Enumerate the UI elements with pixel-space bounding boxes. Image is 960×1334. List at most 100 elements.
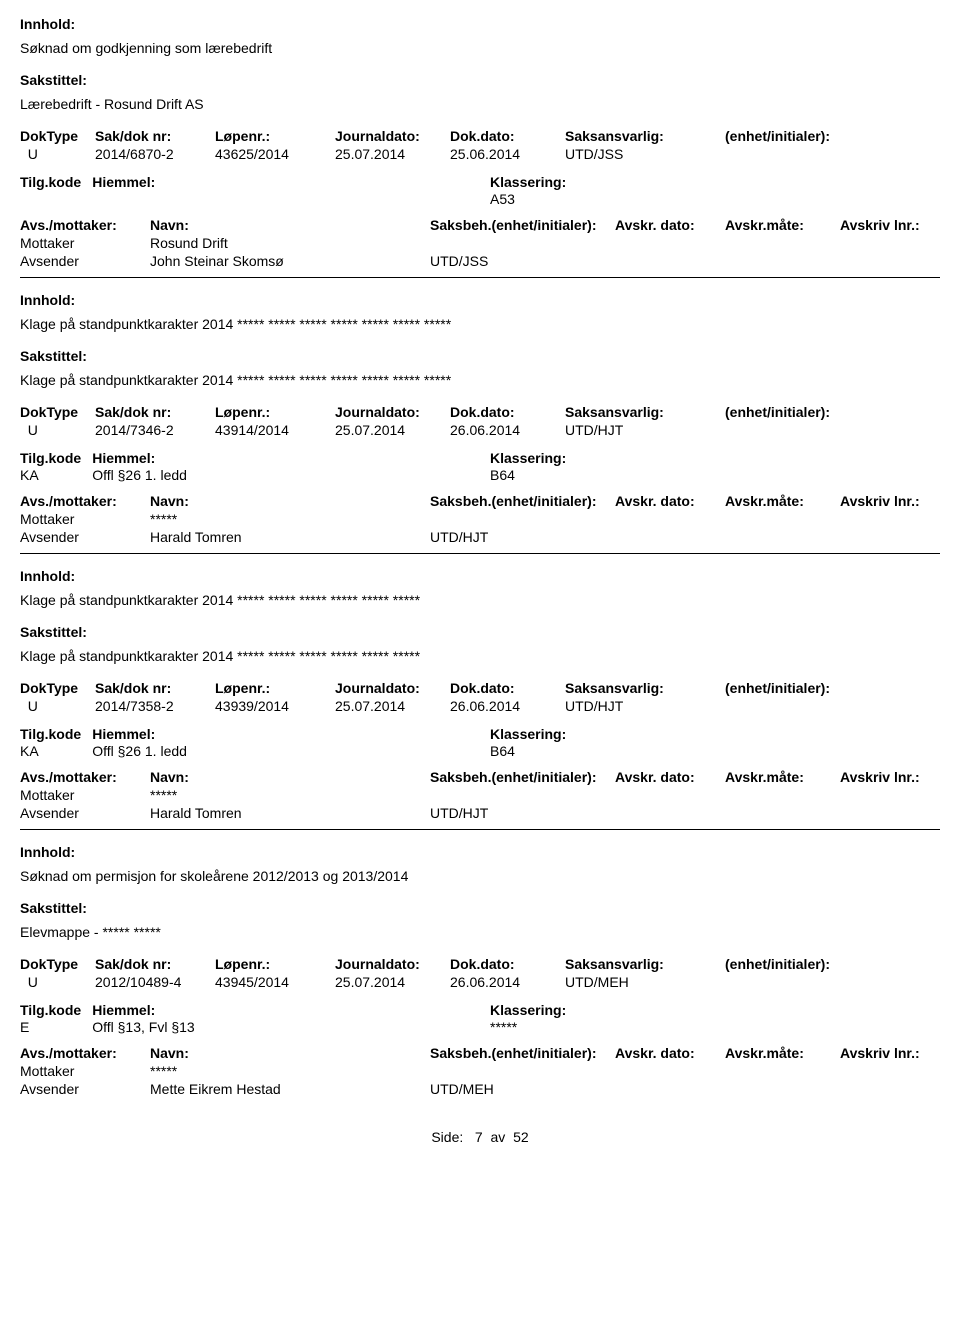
doktype-value: U xyxy=(20,698,95,714)
enhet-value xyxy=(725,422,905,438)
mottaker-navn: ***** xyxy=(150,1063,430,1079)
navn-label: Navn: xyxy=(150,769,430,785)
col-lopenr: Løpenr.: xyxy=(215,128,335,144)
avsender-navn: John Steinar Skomsø xyxy=(150,253,430,269)
avskrdato-label: Avskr. dato: xyxy=(615,493,725,509)
sakstittel-value: Lærebedrift - Rosund Drift AS xyxy=(20,96,204,112)
sakdok-value: 2012/10489-4 xyxy=(95,974,215,990)
sakstittel-label: Sakstittel: xyxy=(20,348,87,364)
hjemmel-label: Hiemmel: xyxy=(65,174,490,190)
enhet-value xyxy=(725,698,905,714)
avsender-row: AvsenderHarald TomrenUTD/HJT xyxy=(20,805,940,821)
journal-record: Innhold:Klage på standpunktkarakter 2014… xyxy=(20,568,940,821)
saksansvarlig-value: UTD/HJT xyxy=(565,698,725,714)
avsender-role: Avsender xyxy=(20,253,150,269)
tilg-value-row: KA Offl §26 1. leddB64 xyxy=(20,743,940,759)
col-enhet: (enhet/initialer): xyxy=(725,404,905,420)
saksansvarlig-value: UTD/MEH xyxy=(565,974,725,990)
tilg-header-row: Tilg.kode Hiemmel:Klassering: xyxy=(20,726,940,742)
tilg-header-row: Tilg.kode Hiemmel:Klassering: xyxy=(20,1002,940,1018)
tilgkode-label-cell: Tilg.kode xyxy=(20,1002,65,1018)
hjemmel-label: Hiemmel: xyxy=(65,1002,490,1018)
party-header-row: Avs./mottaker:Navn:Saksbeh.(enhet/initia… xyxy=(20,493,940,509)
col-dokdato: Dok.dato: xyxy=(450,956,565,972)
col-saksansvarlig: Saksansvarlig: xyxy=(565,680,725,696)
klassering-label: Klassering: xyxy=(490,450,940,466)
col-journaldato: Journaldato: xyxy=(335,956,450,972)
doktype-value: U xyxy=(20,422,95,438)
col-dokdato: Dok.dato: xyxy=(450,680,565,696)
lopenr-value: 43939/2014 xyxy=(215,698,335,714)
tilgkode-value xyxy=(20,191,65,207)
journaldato-value: 25.07.2014 xyxy=(335,974,450,990)
lopenr-value: 43914/2014 xyxy=(215,422,335,438)
page-footer: Side: 7 av 52 xyxy=(20,1129,940,1145)
mottaker-navn: Rosund Drift xyxy=(150,235,430,251)
avsender-navn: Harald Tomren xyxy=(150,805,430,821)
saksbeh-unit: UTD/MEH xyxy=(430,1081,615,1097)
col-sakdok: Sak/dok nr: xyxy=(95,680,215,696)
col-saksansvarlig: Saksansvarlig: xyxy=(565,404,725,420)
innhold-value: Søknad om permisjon for skoleårene 2012/… xyxy=(20,868,408,884)
innhold-label: Innhold: xyxy=(20,844,75,860)
sakdok-value: 2014/7358-2 xyxy=(95,698,215,714)
journal-record: Innhold: Søknad om permisjon for skoleåre… xyxy=(20,844,940,1097)
col-enhet: (enhet/initialer): xyxy=(725,128,905,144)
avskrdato-label: Avskr. dato: xyxy=(615,1045,725,1061)
col-dokdato: Dok.dato: xyxy=(450,128,565,144)
party-header-row: Avs./mottaker:Navn:Saksbeh.(enhet/initia… xyxy=(20,1045,940,1061)
avskrdato-label: Avskr. dato: xyxy=(615,217,725,233)
tilg-header-row: Tilg.kode Hiemmel:Klassering: xyxy=(20,174,940,190)
col-lopenr: Løpenr.: xyxy=(215,680,335,696)
avsmottaker-label: Avs./mottaker: xyxy=(20,769,150,785)
col-doktype: DokType xyxy=(20,404,95,420)
avskrmate-label: Avskr.måte: xyxy=(725,217,840,233)
sakstittel-value: Klage på standpunktkarakter 2014 ***** *… xyxy=(20,372,451,388)
avsender-navn: Mette Eikrem Hestad xyxy=(150,1081,430,1097)
saksbeh-unit: UTD/HJT xyxy=(430,805,615,821)
avskrlnr-label: Avskriv lnr.: xyxy=(840,217,940,233)
col-sakdok: Sak/dok nr: xyxy=(95,956,215,972)
klassering-label: Klassering: xyxy=(490,1002,940,1018)
avskrmate-label: Avskr.måte: xyxy=(725,1045,840,1061)
saksbeh-unit: UTD/JSS xyxy=(430,253,615,269)
klassering-label: Klassering: xyxy=(490,726,940,742)
avsender-row: AvsenderJohn Steinar SkomsøUTD/JSS xyxy=(20,253,940,269)
record-separator xyxy=(20,277,940,278)
doktype-value: U xyxy=(20,146,95,162)
col-saksansvarlig: Saksansvarlig: xyxy=(565,128,725,144)
tilg-value-row: KA Offl §26 1. leddB64 xyxy=(20,467,940,483)
avsender-role: Avsender xyxy=(20,1081,150,1097)
avskrlnr-label: Avskriv lnr.: xyxy=(840,1045,940,1061)
saksansvarlig-value: UTD/JSS xyxy=(565,146,725,162)
doc-value-row: U2014/6870-243625/201425.07.201425.06.20… xyxy=(20,146,940,162)
col-sakdok: Sak/dok nr: xyxy=(95,404,215,420)
sakstittel-label: Sakstittel: xyxy=(20,72,87,88)
doc-header-row: DokTypeSak/dok nr:Løpenr.:Journaldato:Do… xyxy=(20,956,940,972)
footer-av: av xyxy=(491,1129,506,1145)
journaldato-value: 25.07.2014 xyxy=(335,422,450,438)
col-journaldato: Journaldato: xyxy=(335,680,450,696)
col-saksansvarlig: Saksansvarlig: xyxy=(565,956,725,972)
avsmottaker-label: Avs./mottaker: xyxy=(20,493,150,509)
dokdato-value: 26.06.2014 xyxy=(450,422,565,438)
dokdato-value: 25.06.2014 xyxy=(450,146,565,162)
avskrdato-label: Avskr. dato: xyxy=(615,769,725,785)
sakstittel-value: Elevmappe - ***** ***** xyxy=(20,924,161,940)
avsender-row: AvsenderHarald TomrenUTD/HJT xyxy=(20,529,940,545)
innhold-label: Innhold: xyxy=(20,568,75,584)
avskrmate-label: Avskr.måte: xyxy=(725,769,840,785)
klassering-label: Klassering: xyxy=(490,174,940,190)
journal-record: Innhold:Klage på standpunktkarakter 2014… xyxy=(20,292,940,545)
lopenr-value: 43945/2014 xyxy=(215,974,335,990)
col-dokdato: Dok.dato: xyxy=(450,404,565,420)
tilgkode-value: E xyxy=(20,1019,65,1035)
sakstittel-label: Sakstittel: xyxy=(20,900,87,916)
saksbeh-label: Saksbeh.(enhet/initialer): xyxy=(430,493,615,509)
mottaker-navn: ***** xyxy=(150,787,430,803)
col-doktype: DokType xyxy=(20,128,95,144)
hjemmel-label: Hiemmel: xyxy=(65,726,490,742)
mottaker-row: MottakerRosund Drift xyxy=(20,235,940,251)
footer-side-label: Side: xyxy=(431,1129,463,1145)
klassering-value: A53 xyxy=(490,191,940,207)
